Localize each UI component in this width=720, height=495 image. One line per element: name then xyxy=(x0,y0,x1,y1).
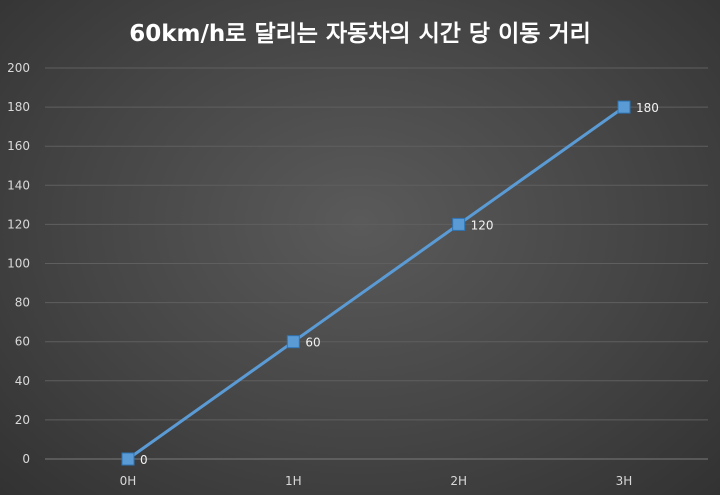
y-axis: 0 20 40 60 80 100 120 140 160 180 200 xyxy=(7,61,30,466)
data-label: 60 xyxy=(305,336,320,350)
x-tick-label: 1H xyxy=(285,474,302,488)
data-point xyxy=(121,452,135,466)
y-tick-label: 60 xyxy=(15,335,30,349)
chart-title: 60km/h로 달리는 자동차의 시간 당 이동 거리 xyxy=(129,21,591,47)
y-tick-label: 100 xyxy=(7,257,30,271)
x-tick-label: 0H xyxy=(120,474,137,488)
y-tick-label: 140 xyxy=(7,178,30,192)
y-tick-label: 20 xyxy=(15,413,30,427)
x-tick-label: 3H xyxy=(616,474,633,488)
data-point xyxy=(617,100,631,114)
y-tick-label: 200 xyxy=(7,61,30,75)
y-tick-label: 0 xyxy=(22,452,30,466)
y-tick-label: 180 xyxy=(7,100,30,114)
data-label: 0 xyxy=(140,453,148,467)
x-axis: 0H 1H 2H 3H xyxy=(120,474,633,488)
y-tick-label: 120 xyxy=(7,217,30,231)
data-label: 180 xyxy=(636,101,659,115)
y-tick-label: 80 xyxy=(15,296,30,310)
data-point xyxy=(452,217,466,231)
data-point xyxy=(286,335,300,349)
gridlines xyxy=(45,67,708,460)
series-group: 0 60 120 180 xyxy=(121,100,659,467)
y-tick-label: 40 xyxy=(15,374,30,388)
data-label: 120 xyxy=(471,218,494,232)
series-line xyxy=(127,105,625,461)
y-tick-label: 160 xyxy=(7,139,30,153)
x-tick-label: 2H xyxy=(450,474,467,488)
